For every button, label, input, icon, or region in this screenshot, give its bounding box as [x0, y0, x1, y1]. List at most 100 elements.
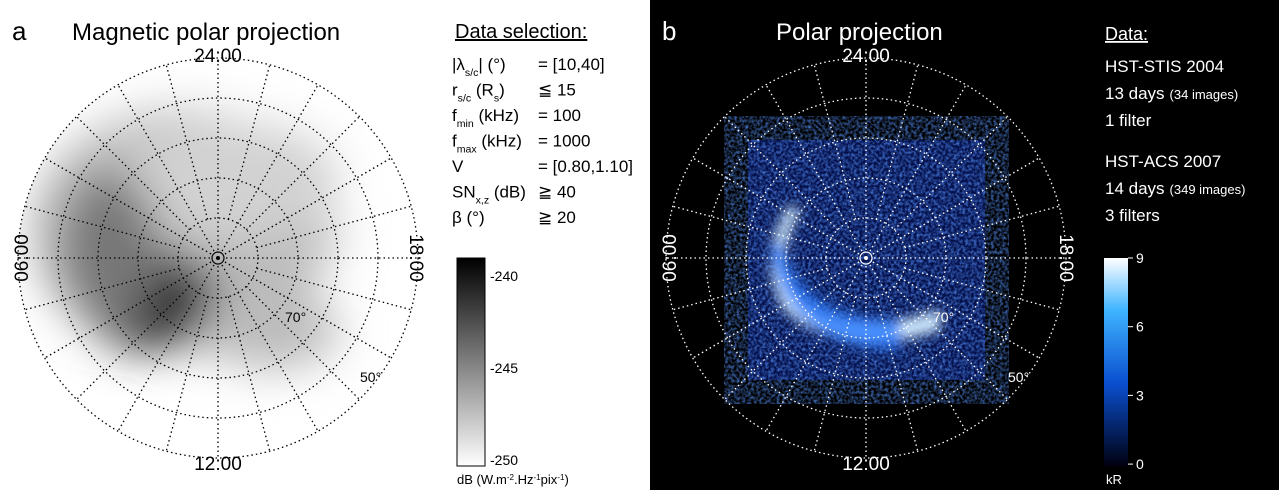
selection-parameter: V	[452, 157, 464, 176]
text-part: min	[457, 118, 474, 130]
grid-meridian	[117, 84, 215, 252]
selection-value: = [0.80,1.10]	[538, 157, 633, 176]
axis-label: 12:00	[842, 454, 890, 475]
selection-parameter: β (°)	[452, 208, 485, 227]
axis-label: 24:00	[842, 46, 890, 67]
data-text: HST-STIS 2004	[1105, 57, 1224, 76]
text-part: -2	[507, 473, 515, 482]
data-line: 14 days (349 images)	[1105, 179, 1245, 198]
grid-meridian	[44, 261, 212, 359]
selection-parameter: fmax (kHz)	[452, 132, 522, 156]
pole	[864, 256, 868, 260]
panel-label: a	[12, 16, 27, 46]
text-part: SN	[452, 183, 476, 202]
text-part: (kHz)	[477, 132, 522, 151]
data-line: 1 filter	[1105, 111, 1152, 130]
text-part: .Hz	[514, 472, 534, 487]
pole-ring	[211, 251, 225, 265]
grid-meridian	[765, 264, 863, 432]
grid-meridian	[869, 84, 967, 252]
grid-meridian	[224, 261, 392, 359]
data-note: (349 images)	[1170, 182, 1246, 197]
colorbar-tick-label: -240	[490, 268, 518, 284]
grid-ring	[705, 97, 1027, 419]
grid-meridian	[117, 264, 215, 432]
panel-title: Magnetic polar projection	[72, 19, 340, 46]
axis-label: 06:00	[660, 234, 681, 282]
colorbar-a	[456, 257, 486, 467]
colorbar-tick-label: 3	[1136, 387, 1144, 403]
selection-value: ≧ 40	[538, 183, 576, 202]
text-part: s/c	[465, 67, 478, 79]
panel-a-map	[30, 110, 344, 370]
data-text: 3 filters	[1105, 206, 1160, 225]
text-part: -1	[557, 473, 565, 482]
selection-parameter: rs/c (Rs)	[452, 81, 505, 105]
panel-a-grid	[17, 57, 419, 459]
data-line: 3 filters	[1105, 206, 1160, 225]
colorbar-b	[1104, 258, 1128, 466]
grid-ring	[17, 57, 419, 459]
latitude-label: 50°	[360, 369, 381, 385]
grid-meridian	[224, 157, 392, 255]
text-part: r	[452, 81, 458, 100]
text-part: (R	[471, 81, 494, 100]
text-part: pix	[541, 472, 558, 487]
selection-value: = 100	[538, 106, 581, 125]
text-part: s	[494, 93, 499, 105]
panel-title: Polar projection	[776, 19, 943, 46]
colorbar-unit: dB (W.m-2.Hz-1pix-1)	[457, 472, 569, 487]
colorbar-tick-label: 9	[1136, 250, 1144, 266]
text-part: f	[452, 132, 457, 151]
text-part: -1	[534, 473, 542, 482]
grid-meridian	[872, 157, 1040, 255]
axis-label: 18:00	[1055, 234, 1076, 282]
data-line: HST-ACS 2007	[1105, 152, 1221, 171]
colorbar-tick-label: 0	[1136, 456, 1144, 472]
pole	[216, 256, 220, 260]
grid-meridian	[44, 157, 212, 255]
panel-label: b	[662, 16, 676, 46]
panel-b-grid	[665, 57, 1067, 459]
grid-meridian	[872, 261, 1040, 359]
text-part: )	[499, 81, 505, 100]
text-part: | (°)	[478, 55, 505, 74]
grid-ring	[57, 97, 379, 419]
axis-label: 12:00	[194, 454, 242, 475]
data-title: Data:	[1105, 24, 1148, 44]
text-part: β (°)	[452, 208, 485, 227]
latitude-label: 70°	[933, 309, 954, 325]
text-part: s/c	[458, 93, 471, 105]
selection-parameter: |λs/c| (°)	[452, 55, 506, 79]
pole-ring	[859, 251, 873, 265]
data-line: HST-STIS 2004	[1105, 57, 1224, 76]
grid-meridian	[692, 261, 860, 359]
grid-meridian	[692, 157, 860, 255]
grid-ring	[745, 137, 987, 379]
selection-value: ≧ 20	[538, 208, 576, 227]
data-text: 14 days	[1105, 179, 1165, 198]
data-text: HST-ACS 2007	[1105, 152, 1221, 171]
text-part: |λ	[452, 55, 465, 74]
text-part: f	[452, 106, 457, 125]
colorbar-tick-label: -245	[490, 360, 518, 376]
axis-label: 18:00	[405, 234, 426, 282]
data-line: 13 days (34 images)	[1105, 84, 1238, 103]
text-part: x,z	[476, 195, 489, 207]
text-part: (kHz)	[474, 106, 519, 125]
grid-meridian	[221, 84, 319, 252]
grid-meridian	[765, 84, 863, 252]
data-text: 1 filter	[1105, 111, 1152, 130]
selection-parameter: fmin (kHz)	[452, 106, 519, 130]
selection-value: ≦ 15	[538, 81, 576, 100]
panel-b-map	[748, 140, 985, 380]
grid-meridian	[221, 264, 319, 432]
latitude-label: 70°	[285, 309, 306, 325]
text-part: V	[452, 157, 464, 176]
colorbar-unit: kR	[1106, 472, 1122, 487]
grid-ring	[665, 57, 1067, 459]
latitude-label: 50°	[1008, 369, 1029, 385]
selection-title: Data selection:	[455, 21, 587, 43]
selection-value: = 1000	[538, 132, 590, 151]
